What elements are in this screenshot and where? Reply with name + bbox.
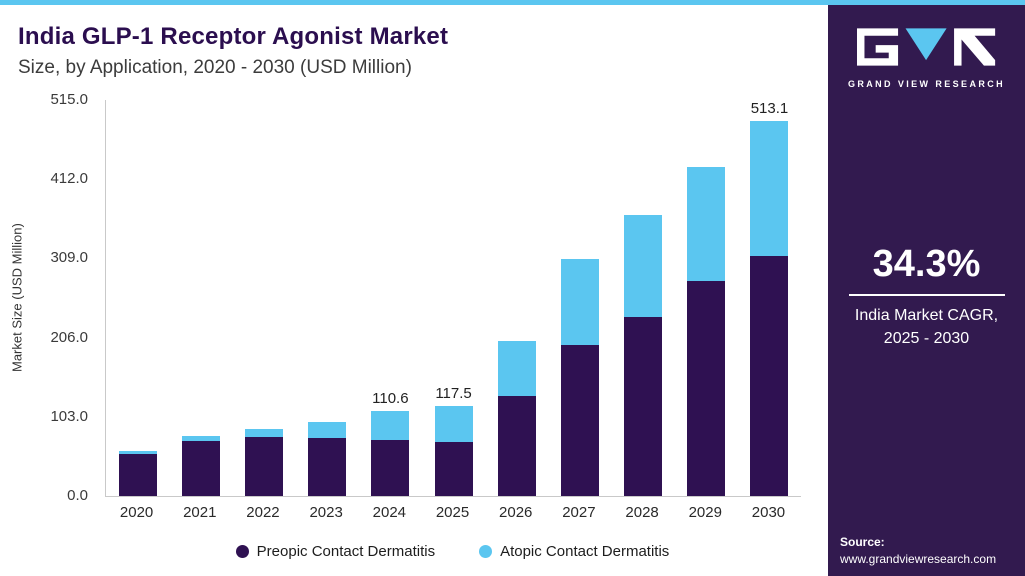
brand-sidebar: GRAND VIEW RESEARCH 34.3% India Market C… <box>828 5 1025 576</box>
brand-name: GRAND VIEW RESEARCH <box>847 79 1006 89</box>
x-tick-label: 2022 <box>246 504 280 521</box>
bar-column <box>612 100 675 496</box>
y-tick-label: 309.0 <box>50 249 88 267</box>
bar-segment-atopic <box>687 166 726 281</box>
bar-column: 513.1 <box>738 100 801 496</box>
bar-segment-preopic <box>434 442 473 496</box>
bar-segment-preopic <box>118 453 157 496</box>
bar-segment-atopic <box>181 436 220 442</box>
bar-segment-atopic <box>244 429 283 437</box>
y-tick-label: 412.0 <box>50 170 88 188</box>
source-label: Source: <box>840 535 885 549</box>
chart-panel: India GLP-1 Receptor Agonist Market Size… <box>0 5 828 576</box>
bar-segment-preopic <box>560 344 599 496</box>
bar-segment-preopic <box>750 256 789 496</box>
cagr-value: 34.3% <box>872 243 981 285</box>
bar-column: 117.5 <box>422 100 485 496</box>
bar-segment-preopic <box>308 438 347 496</box>
bar-segment-atopic <box>497 340 536 397</box>
bar-column <box>106 100 169 496</box>
bar-segment-atopic <box>560 259 599 345</box>
x-tick-label: 2029 <box>688 504 722 521</box>
x-tick-label: 2020 <box>119 504 154 521</box>
legend-label: Preopic Contact Dermatitis <box>256 543 436 560</box>
bar-column <box>548 100 611 496</box>
bar-column <box>169 100 232 496</box>
bar-column <box>675 100 738 496</box>
gvr-logo-icon <box>856 28 995 66</box>
cagr-callout: 34.3% India Market CAGR, 2025 - 2030 <box>828 243 1025 350</box>
bar-segment-preopic <box>624 316 663 496</box>
bar-segment-preopic <box>687 280 726 496</box>
source-url: www.grandviewresearch.com <box>840 552 997 566</box>
bar-total-label: 513.1 <box>750 100 789 117</box>
x-tick-label: 2030 <box>751 504 786 521</box>
legend-item: Preopic Contact Dermatitis <box>235 543 436 560</box>
bar-total-label: 110.6 <box>372 389 409 407</box>
bar-column: 110.6 <box>359 100 422 496</box>
x-axis: 2020 2021 2022 2023 2024 2025 2026 2027 2028 2029… <box>105 504 800 521</box>
legend-label: Atopic Contact Dermatitis <box>500 543 670 560</box>
bar-segment-atopic <box>371 410 410 440</box>
y-tick-label: 206.0 <box>50 328 88 346</box>
y-axis: 0.0 103.0 206.0 309.0 412.0 515.0 <box>30 91 98 504</box>
chart-legend: Preopic Contact Dermatitis Atopic Contact… <box>105 543 800 560</box>
x-tick-label: 2028 <box>625 504 659 521</box>
source-block: Source: www.grandviewresearch.com <box>840 535 996 566</box>
y-tick-label: 103.0 <box>50 407 88 425</box>
cagr-label-line1: India Market CAGR, <box>854 307 999 324</box>
x-tick-label: 2025 <box>435 504 470 521</box>
bar-segment-atopic <box>750 121 789 257</box>
x-tick-label: 2021 <box>183 504 217 521</box>
bar-segment-atopic <box>118 450 157 454</box>
y-axis-title: Market Size (USD Million) <box>9 223 25 373</box>
chart-header: India GLP-1 Receptor Agonist Market Size… <box>18 23 448 79</box>
page-title: India GLP-1 Receptor Agonist Market <box>18 23 449 50</box>
y-tick-label: 0.0 <box>67 487 88 504</box>
bar-segment-preopic <box>371 439 410 496</box>
x-tick-label: 2026 <box>499 504 533 521</box>
bar-segment-preopic <box>181 441 220 496</box>
legend-dot-icon <box>235 545 249 558</box>
brand-logo: GRAND VIEW RESEARCH <box>828 27 1025 89</box>
x-tick-label: 2027 <box>562 504 596 521</box>
y-tick-label: 515.0 <box>50 91 88 108</box>
x-tick-label: 2024 <box>372 504 407 521</box>
bar-segment-atopic <box>624 214 663 317</box>
bar-total-label: 117.5 <box>435 384 472 402</box>
bar-column <box>296 100 359 496</box>
bar-segment-atopic <box>434 405 473 443</box>
cagr-label: India Market CAGR, 2025 - 2030 <box>828 304 1025 350</box>
bar-segment-atopic <box>308 422 347 439</box>
bar-column <box>232 100 295 496</box>
bar-column <box>485 100 548 496</box>
x-tick-label: 2023 <box>309 504 343 521</box>
legend-dot-icon <box>479 545 493 558</box>
cagr-divider <box>848 294 1005 296</box>
page-subtitle: Size, by Application, 2020 - 2030 (USD M… <box>18 57 412 78</box>
cagr-label-line2: 2025 - 2030 <box>883 330 970 348</box>
bar-segment-preopic <box>244 436 283 496</box>
bar-segment-preopic <box>497 396 536 496</box>
plot-area: 110.6 117.5 513.1 <box>105 100 801 497</box>
legend-item: Atopic Contact Dermatitis <box>479 543 669 560</box>
